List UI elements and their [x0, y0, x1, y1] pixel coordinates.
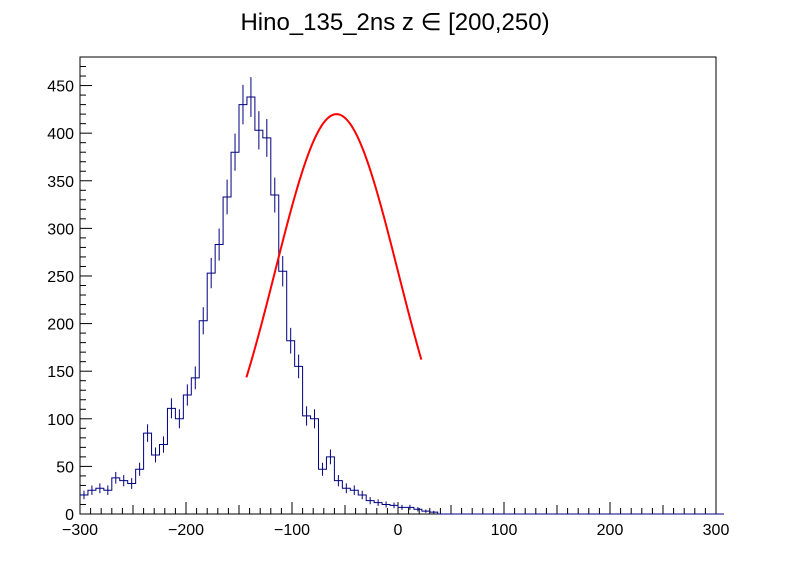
x-tick-label: −300: [62, 522, 98, 539]
plot-frame: [79, 56, 717, 515]
y-tick-label: 400: [47, 126, 74, 143]
x-tick-label: 100: [491, 522, 518, 539]
histogram-line: [80, 96, 724, 515]
y-tick-label: 450: [47, 79, 74, 96]
x-tick-label: 0: [394, 522, 403, 539]
plot-area: −300 −200 −100 0 100 200 300 0 50 100 150 200 250 300…: [47, 56, 730, 539]
x-tick-label: 300: [703, 522, 730, 539]
x-tick-label: 200: [597, 522, 624, 539]
x-tick-label: −100: [274, 522, 310, 539]
x-tick-label: −200: [168, 522, 204, 539]
y-tick-label: 250: [47, 269, 74, 286]
y-tick-label: 150: [47, 364, 74, 381]
y-tick-label: 0: [65, 507, 74, 524]
chart-title: Hino_135_2ns z ∈ [200,250): [240, 9, 549, 36]
fit-curve: [245, 113, 423, 378]
y-tick-label: 50: [56, 459, 74, 476]
y-tick-label: 300: [47, 221, 74, 238]
y-tick-label: 100: [47, 412, 74, 429]
y-tick-label: 350: [47, 174, 74, 191]
y-tick-label: 200: [47, 317, 74, 334]
